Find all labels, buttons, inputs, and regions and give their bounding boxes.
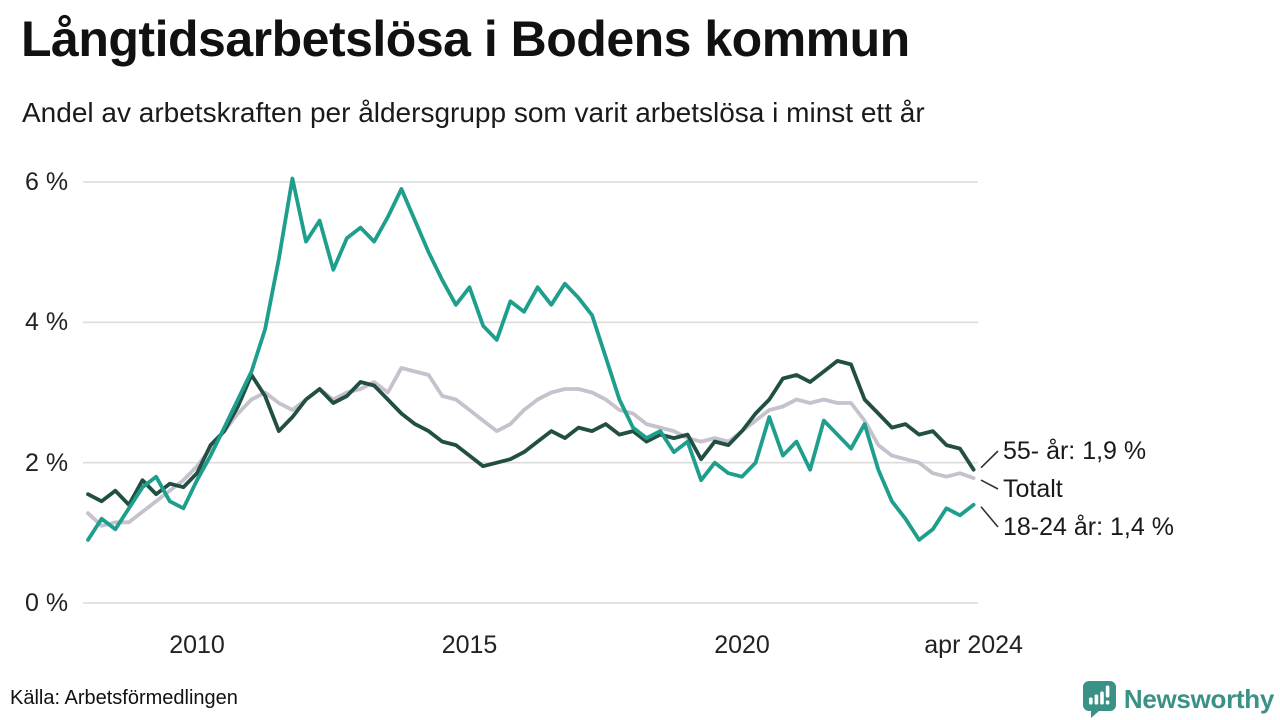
bar-chart-speech-bubble-icon bbox=[1082, 681, 1116, 718]
label-connector-line bbox=[980, 479, 999, 490]
x-axis-tick-label: 2020 bbox=[714, 631, 770, 659]
newsworthy-logo: Newsworthy bbox=[1082, 680, 1274, 718]
x-axis-tick-label: 2010 bbox=[169, 631, 225, 659]
series-end-label-18-24: 18-24 år: 1,4 % bbox=[1003, 513, 1174, 541]
x-axis-tick-label: 2015 bbox=[441, 631, 498, 659]
y-axis-tick-label: 6 % bbox=[25, 168, 69, 196]
series-end-label-totalt: Totalt bbox=[1003, 475, 1063, 503]
data-line-18-24-år bbox=[86, 176, 976, 542]
newsworthy-logo-text: Newsworthy bbox=[1123, 683, 1274, 714]
chart-subtitle: Andel av arbetskraften per åldersgrupp s… bbox=[22, 97, 925, 128]
series-end-label-55: 55- år: 1,9 % bbox=[1003, 437, 1147, 465]
data-line-55--år bbox=[86, 358, 976, 507]
label-connector-line bbox=[980, 450, 999, 469]
y-axis-tick-label: 0 % bbox=[25, 589, 69, 617]
chart-title: Långtidsarbetslösa i Bodens kommun bbox=[21, 11, 910, 67]
y-axis-tick-label: 4 % bbox=[25, 308, 69, 337]
label-connector-line bbox=[980, 506, 999, 528]
source-note: Källa: Arbetsförmedlingen bbox=[10, 687, 238, 709]
y-axis-tick-label: 2 % bbox=[25, 448, 69, 477]
x-axis-tick-label: apr 2024 bbox=[924, 631, 1023, 659]
data-line-Totalt bbox=[86, 365, 976, 528]
